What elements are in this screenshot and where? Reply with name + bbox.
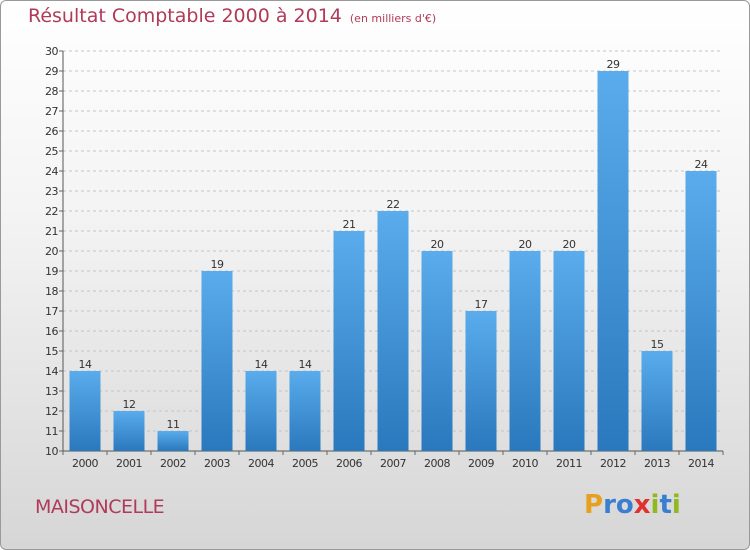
bar-2012: [597, 71, 629, 451]
data-label-2008: 20: [431, 238, 444, 251]
y-tick-label: 26: [45, 125, 58, 138]
bar-2002: [157, 431, 189, 451]
x-tick-label-2009: 2009: [468, 457, 494, 470]
x-tick-label-2000: 2000: [72, 457, 98, 470]
data-label-2000: 14: [79, 358, 92, 371]
y-tick-label: 17: [45, 305, 58, 318]
y-tick-label: 15: [45, 345, 58, 358]
x-tick-label-2003: 2003: [204, 457, 230, 470]
x-tick-label-2011: 2011: [556, 457, 582, 470]
y-tick-label: 13: [45, 385, 58, 398]
logo-letter: t: [659, 490, 672, 520]
x-tick-label-2007: 2007: [380, 457, 406, 470]
x-tick-label-2004: 2004: [248, 457, 274, 470]
data-label-2012: 29: [607, 58, 620, 71]
data-label-2002: 11: [167, 418, 180, 431]
x-tick-label-2012: 2012: [600, 457, 626, 470]
data-label-2011: 20: [563, 238, 576, 251]
x-tick-label-2006: 2006: [336, 457, 362, 470]
bar-2009: [465, 311, 497, 451]
bar-2001: [113, 411, 145, 451]
bar-2007: [377, 211, 409, 451]
logo-letter: x: [633, 490, 651, 520]
bar-2004: [245, 371, 277, 451]
data-label-2007: 22: [387, 198, 400, 211]
y-tick-label: 16: [45, 325, 58, 338]
bar-2000: [69, 371, 101, 451]
commune-name: MAISONCELLE: [35, 496, 165, 518]
data-label-2004: 14: [255, 358, 268, 371]
data-label-2014: 24: [695, 158, 708, 171]
y-tick-label: 14: [45, 365, 58, 378]
chart-title-block: Résultat Comptable 2000 à 2014 (en millie…: [28, 5, 436, 27]
logo-letter: o: [615, 490, 634, 520]
bar-2006: [333, 231, 365, 451]
x-tick-label-2005: 2005: [292, 457, 318, 470]
y-tick-label: 28: [45, 85, 58, 98]
x-tick-label-2013: 2013: [644, 457, 670, 470]
y-tick-label: 12: [45, 405, 58, 418]
y-tick-label: 10: [45, 445, 58, 458]
y-tick-label: 19: [45, 265, 58, 278]
y-tick-label: 23: [45, 185, 58, 198]
y-tick-label: 24: [45, 165, 58, 178]
y-tick-label: 20: [45, 245, 58, 258]
bar-2010: [509, 251, 541, 451]
bar-2008: [421, 251, 453, 451]
data-label-2001: 12: [123, 398, 136, 411]
x-tick-label-2008: 2008: [424, 457, 450, 470]
proxiti-logo: Proxiti: [584, 490, 681, 520]
bar-2011: [553, 251, 585, 451]
value-labels: 14 12 11 19 14 14 21 22 20 17 20 20 29 15 24: [79, 58, 709, 431]
y-tick-label: 29: [45, 65, 58, 78]
y-tick-label: 11: [45, 425, 58, 438]
x-tick-label-2010: 2010: [512, 457, 538, 470]
data-label-2013: 15: [651, 338, 664, 351]
y-tick-label: 27: [45, 105, 58, 118]
y-tick-label: 18: [45, 285, 58, 298]
data-label-2006: 21: [343, 218, 356, 231]
chart-title: Résultat Comptable 2000 à 2014: [28, 5, 342, 27]
x-tick-label-2001: 2001: [116, 457, 142, 470]
chart-subtitle: (en milliers d'€): [349, 12, 437, 25]
y-tick-label: 22: [45, 205, 58, 218]
x-tick-label-2014: 2014: [688, 457, 714, 470]
data-label-2010: 20: [519, 238, 532, 251]
data-label-2003: 19: [211, 258, 224, 271]
y-tick-label: 30: [45, 45, 58, 58]
bar-2003: [201, 271, 233, 451]
y-tick-label: 25: [45, 145, 58, 158]
bar-2013: [641, 351, 673, 451]
logo-letter: P: [584, 490, 604, 520]
bar-2005: [289, 371, 321, 451]
x-tick-label-2002: 2002: [160, 457, 186, 470]
bar-2014: [685, 171, 717, 451]
y-tick-label: 21: [45, 225, 58, 238]
data-label-2009: 17: [475, 298, 488, 311]
data-label-2005: 14: [299, 358, 312, 371]
logo-letter: r: [603, 490, 616, 520]
logo-letter: i: [671, 490, 681, 520]
logo-letter: i: [650, 490, 660, 520]
bars: [69, 71, 717, 451]
